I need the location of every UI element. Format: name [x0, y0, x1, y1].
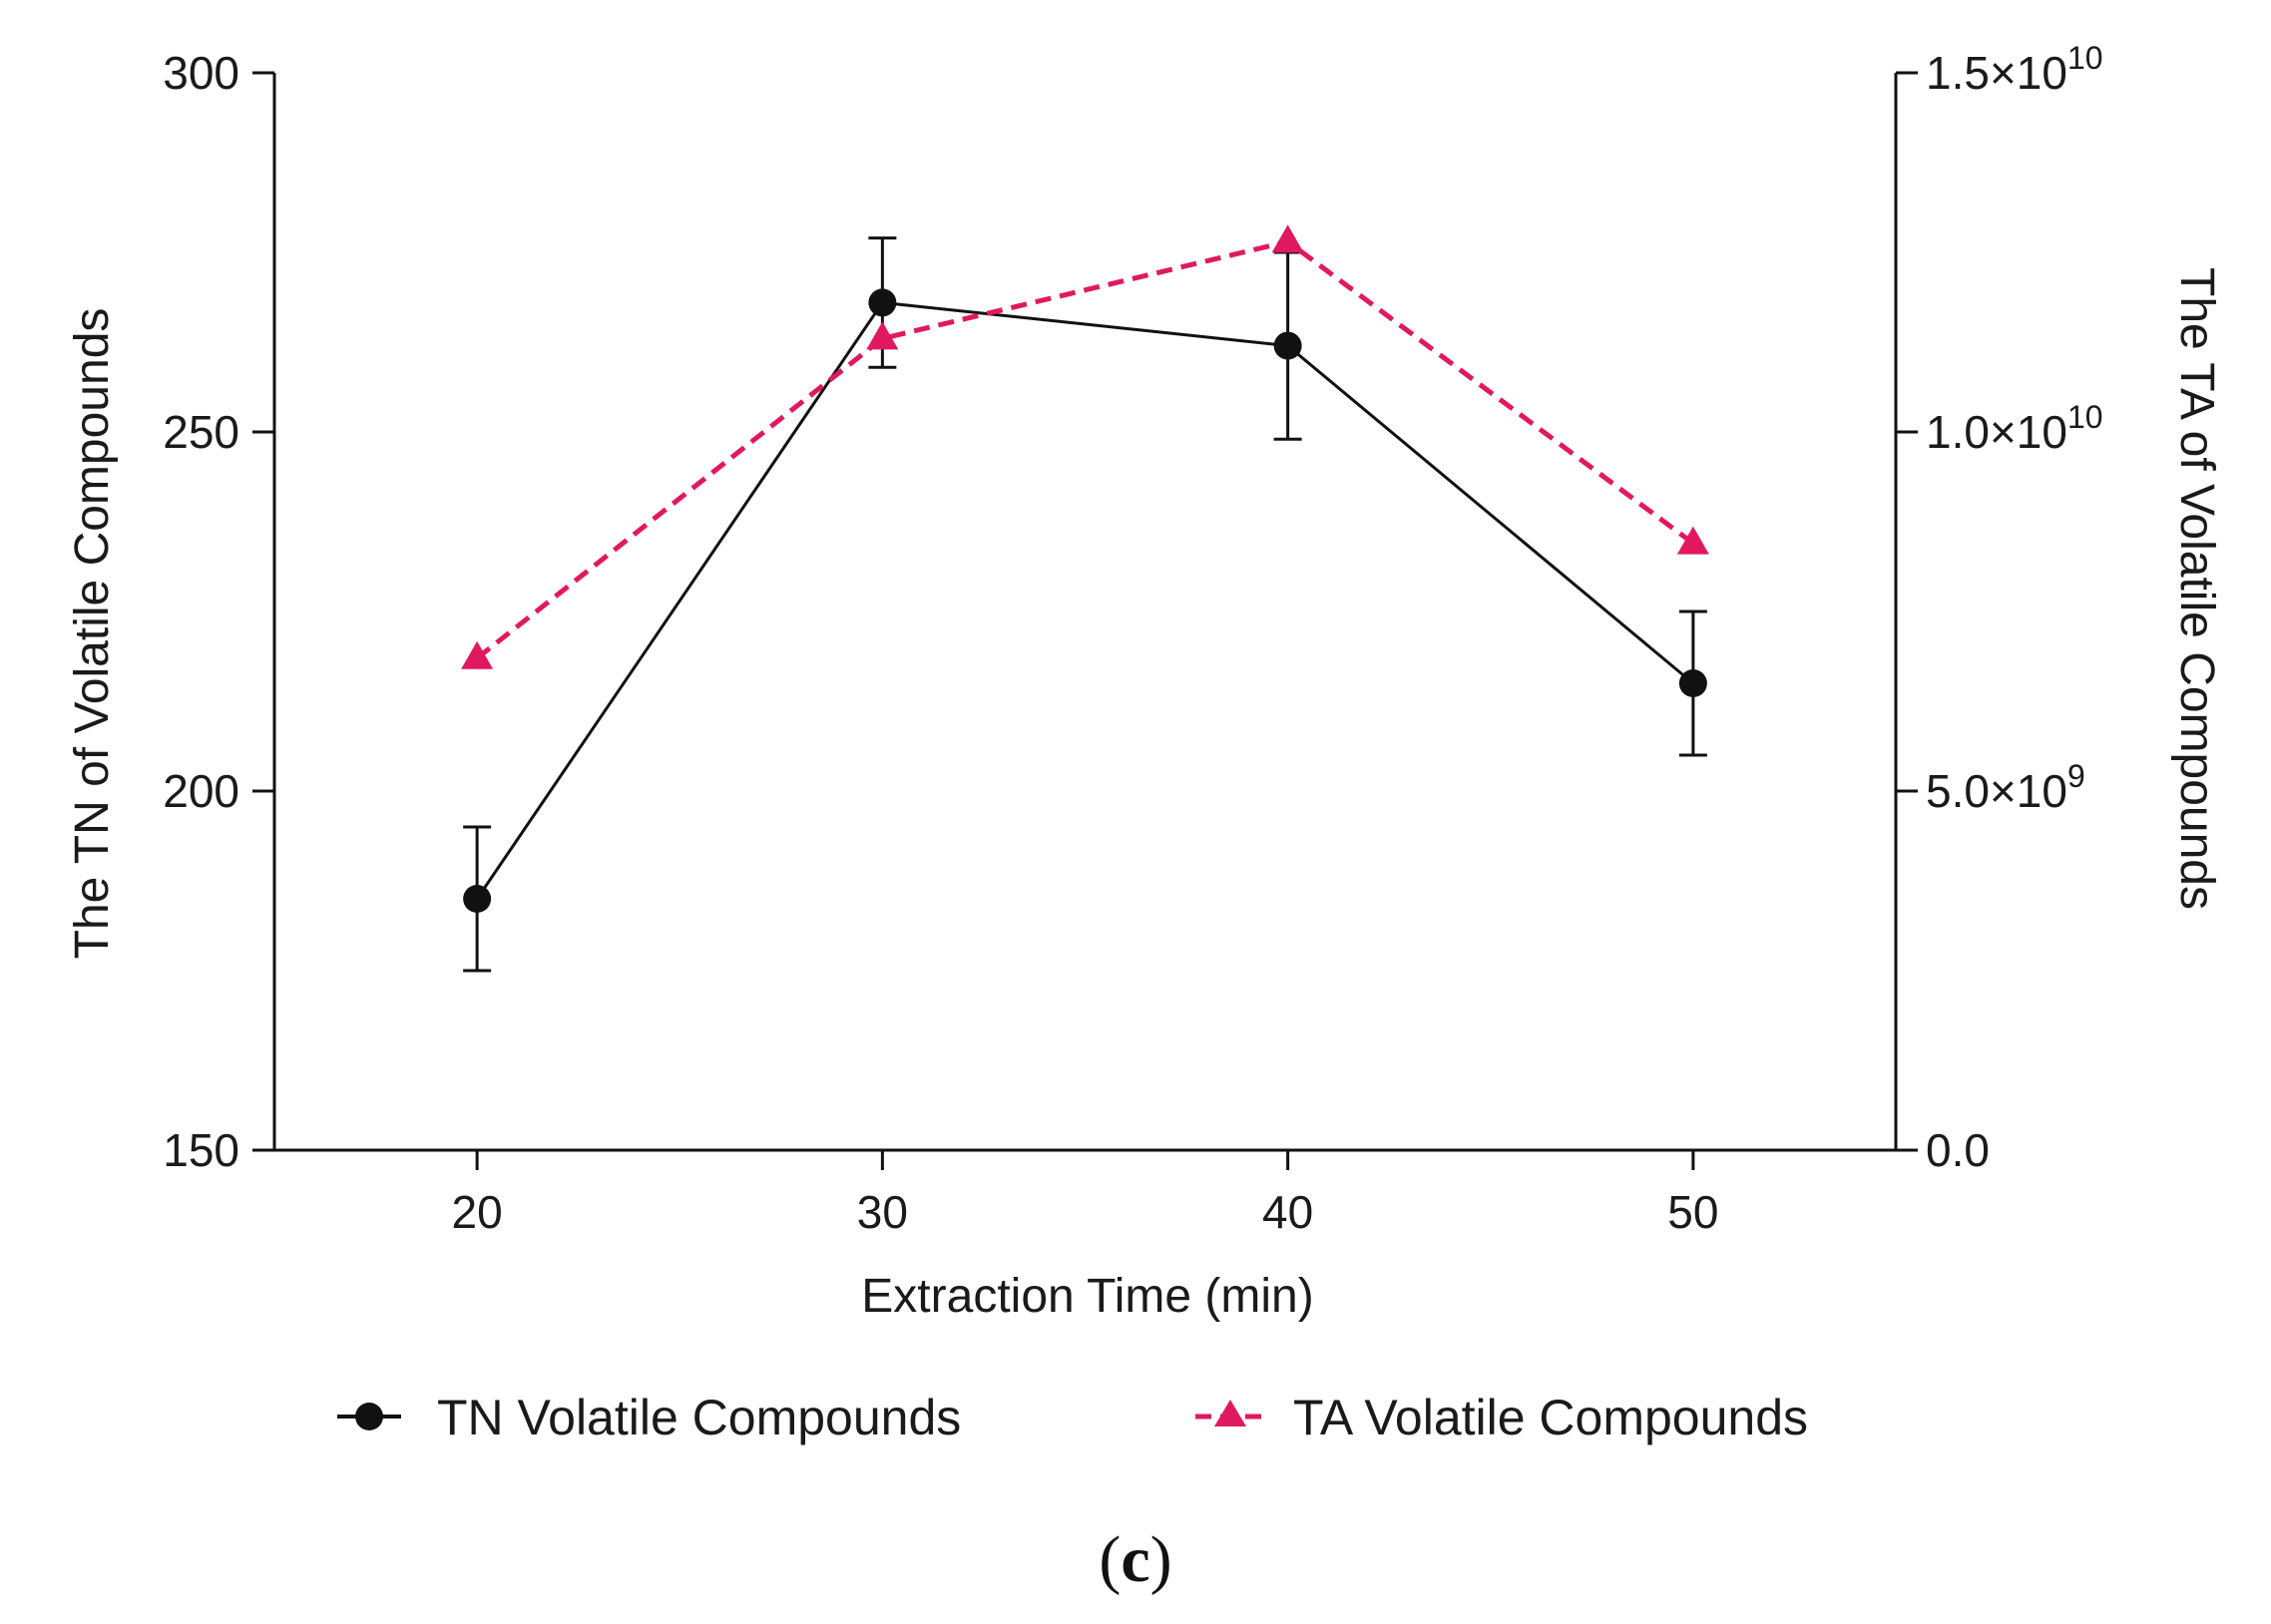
- legend-ta-label: TA Volatile Compounds: [1293, 1390, 1808, 1445]
- ta-point-40: [1271, 224, 1304, 253]
- y-axis-right-title: The TA of Volatile Compounds: [2170, 267, 2223, 910]
- tn-point-40: [1273, 331, 1302, 360]
- legend-item-tn: TN Volatile Compounds: [337, 1390, 961, 1445]
- x-tick-label-50: 50: [1667, 1186, 1718, 1238]
- x-tick-label-20: 20: [452, 1186, 503, 1238]
- y-right-tick-label-10000000000: 1.0×1010: [1926, 399, 2103, 458]
- y-right-tick-exponent: 10: [2067, 399, 2103, 435]
- y-left-tick-label-200: 200: [163, 765, 239, 817]
- legend-ta-marker: [1214, 1400, 1246, 1426]
- panel-label-close: ): [1150, 1523, 1172, 1596]
- legend-item-ta: TA Volatile Compounds: [1195, 1390, 1808, 1445]
- y-right-tick-mantissa: 1.5×10: [1926, 47, 2067, 99]
- legend-tn-label: TN Volatile Compounds: [437, 1390, 961, 1445]
- y-right-tick-mantissa: 1.0×10: [1926, 406, 2067, 458]
- x-axis-title: Extraction Time (min): [861, 1270, 1313, 1323]
- tn-point-30: [868, 288, 897, 317]
- y-right-tick-mantissa: 0.0: [1926, 1124, 1990, 1176]
- panel-label-open: (: [1099, 1523, 1121, 1596]
- x-tick-label-30: 30: [857, 1186, 908, 1238]
- y-right-tick-mantissa: 5.0×10: [1926, 765, 2067, 817]
- y-right-tick-exponent: 10: [2067, 40, 2103, 76]
- tn-point-20: [463, 885, 492, 913]
- ta-point-30: [866, 321, 899, 350]
- series-line-1: [475, 238, 1695, 660]
- y-right-tick-exponent: 9: [2067, 758, 2085, 794]
- series-layer: [461, 224, 1709, 973]
- ta-point-20: [461, 640, 494, 669]
- y-left-tick-label-250: 250: [163, 406, 239, 458]
- panel-label: (c): [1099, 1523, 1171, 1596]
- y-left-tick-label-300: 300: [163, 47, 239, 99]
- y-right-tick-label-0: 0.0: [1926, 1124, 1990, 1176]
- y-left-tick-label-150: 150: [163, 1124, 239, 1176]
- legend: TN Volatile Compounds TA Volatile Compou…: [337, 1390, 1808, 1445]
- series-line-0: [475, 300, 1694, 900]
- y-right-tick-label-15000000000: 1.5×1010: [1926, 40, 2103, 99]
- axes: 20 30 40 501502002503000.05.0×1091.0×10101.…: [163, 40, 2102, 1238]
- ta-point-50: [1676, 526, 1709, 555]
- legend-tn-marker: [355, 1403, 383, 1430]
- x-tick-label-40: 40: [1262, 1186, 1313, 1238]
- tn-point-50: [1678, 669, 1707, 697]
- y-axis-left-title: The TN of Volatile Compounds: [66, 308, 119, 960]
- panel-label-letter: c: [1121, 1523, 1149, 1596]
- y-right-tick-label-5000000000: 5.0×109: [1926, 758, 2085, 817]
